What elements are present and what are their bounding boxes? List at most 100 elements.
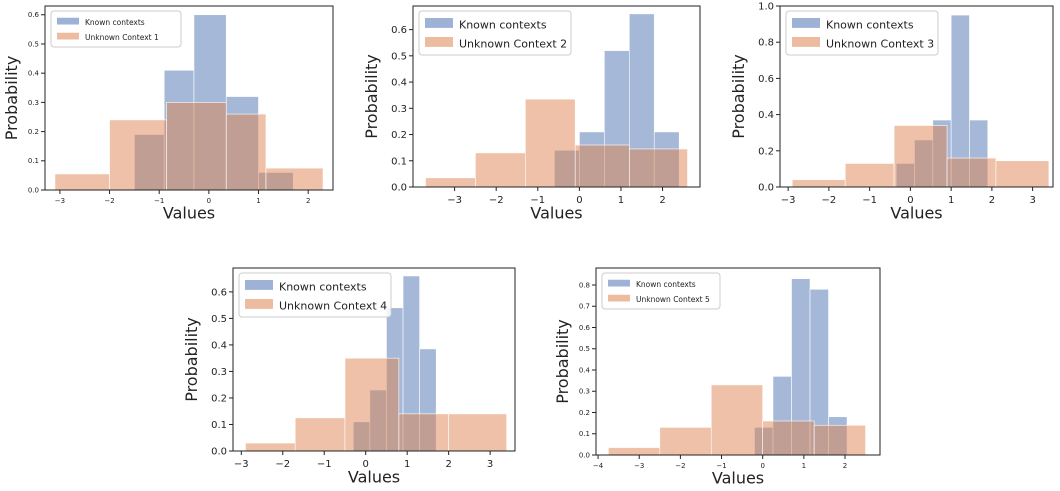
x-tick-label: −3 [634, 462, 644, 470]
histogram-bar [791, 179, 846, 188]
legend-entry: Unknown Context 1 [85, 33, 159, 42]
histogram-bar [525, 98, 576, 188]
y-tick-label: 0.6 [211, 287, 227, 298]
y-tick-label: 0.6 [391, 25, 407, 36]
histogram-bar [710, 384, 763, 456]
y-tick-label: 0.1 [211, 420, 227, 431]
y-tick-label: 0.5 [391, 51, 407, 62]
legend-swatch [425, 18, 453, 28]
x-tick-label: 3 [1029, 195, 1035, 206]
y-axis-label: Probability [182, 317, 201, 402]
y-tick-label: 0.4 [391, 78, 407, 89]
x-tick-label: −1 [716, 462, 726, 470]
histogram-bar [245, 442, 296, 452]
y-tick-label: 0.5 [211, 314, 227, 325]
y-tick-label: 0.1 [579, 430, 590, 438]
legend-swatch [425, 37, 453, 47]
y-tick-label: 0.1 [391, 156, 407, 167]
y-tick-label: 0.5 [579, 345, 590, 353]
y-tick-label: 0.6 [28, 11, 40, 19]
histogram-bar [893, 125, 948, 188]
legend: Known contexts Unknown Context 2 [418, 10, 572, 56]
histogram-bar [225, 113, 267, 191]
histogram-bar [608, 447, 661, 456]
histogram-bar [762, 420, 815, 456]
x-tick-label: 3 [487, 459, 493, 470]
x-tick-label: 1 [618, 195, 624, 206]
legend-entry: Known contexts [459, 18, 547, 31]
y-tick-label: 0.4 [211, 340, 227, 351]
chart-5: −4 −3 −2 −1 0 1 2 0.0 0.1 0.2 0.3 0.4 0.5 0.6 0.7 0.8 Va… [553, 267, 881, 488]
histogram-bar [475, 152, 526, 188]
x-tick-label: 2 [306, 197, 310, 205]
x-tick-label: −1 [154, 197, 164, 205]
plot-frame [412, 5, 701, 188]
y-axis-label: Probability [2, 56, 21, 141]
y-tick-label: 0.8 [758, 38, 774, 49]
y-tick-label: 0.4 [579, 366, 591, 374]
legend-swatch [57, 32, 79, 40]
chart-2: −3 −2 −1 0 1 2 0.0 0.1 0.2 0.3 0.4 0.5 0.6 Values Prob… [362, 5, 701, 223]
x-tick-label: 2 [989, 195, 995, 206]
y-tick-label: 0.2 [391, 130, 407, 141]
legend-entry: Unknown Context 2 [459, 37, 567, 50]
y-tick-label: 0.0 [391, 183, 407, 194]
x-tick-label: −3 [781, 195, 796, 206]
x-tick-label: 1 [256, 197, 260, 205]
histogram-bar [946, 157, 997, 188]
histogram-bar [813, 424, 866, 456]
legend-swatch [792, 37, 820, 47]
x-tick-label: −1 [862, 195, 877, 206]
legend-swatch [608, 294, 630, 302]
histogram-bar [425, 177, 476, 188]
y-axis-label: Probability [729, 54, 748, 139]
histogram-bar [344, 357, 400, 452]
legend-entry: Known contexts [85, 18, 145, 27]
histogram-bar [109, 119, 167, 191]
histogram-bar [628, 148, 688, 188]
legend-entry: Unknown Context 3 [826, 37, 934, 50]
histogram-bar [294, 417, 346, 452]
y-tick-label: 0.6 [758, 74, 774, 85]
x-tick-label: 1 [404, 459, 410, 470]
y-tick-label: 0.4 [28, 70, 40, 78]
y-tick-label: 0.0 [211, 447, 227, 458]
x-tick-label: −2 [104, 197, 114, 205]
histogram-bar [448, 413, 508, 452]
legend-frame [238, 272, 392, 318]
plot-frame [232, 267, 516, 452]
y-tick-label: 0.3 [579, 388, 590, 396]
x-tick-label: −3 [55, 197, 65, 205]
series-unknown [791, 125, 1050, 188]
x-tick-label: 2 [659, 195, 665, 206]
legend-frame [418, 10, 572, 56]
y-tick-label: 0.0 [28, 186, 39, 194]
histogram-bar [844, 163, 895, 188]
legend-entry: Unknown Context 4 [279, 299, 387, 312]
y-tick-label: 0.0 [579, 451, 590, 459]
legend-swatch [608, 279, 630, 287]
histogram-bar [659, 427, 712, 456]
legend: Known contexts Unknown Context 5 [601, 272, 721, 310]
legend-frame [50, 10, 182, 48]
y-axis-label: Probability [553, 319, 572, 404]
legend-swatch [245, 299, 273, 309]
x-axis-label: Values [348, 468, 400, 487]
y-tick-label: 0.4 [758, 110, 774, 121]
legend: Known contexts Unknown Context 1 [50, 10, 182, 48]
x-tick-label: −1 [317, 459, 332, 470]
legend-swatch [792, 18, 820, 28]
x-tick-label: 0 [363, 459, 369, 470]
x-tick-label: 2 [843, 462, 847, 470]
x-axis-label: Values [712, 469, 764, 488]
x-tick-label: 2 [445, 459, 451, 470]
y-tick-label: 0.2 [28, 128, 39, 136]
series-unknown [245, 357, 508, 452]
y-tick-label: 0.2 [579, 409, 590, 417]
x-tick-label: −3 [447, 195, 462, 206]
x-tick-label: 0 [907, 195, 913, 206]
x-tick-label: 1 [948, 195, 954, 206]
legend: Known contexts Unknown Context 4 [238, 272, 392, 318]
histogram-bar [574, 144, 630, 188]
